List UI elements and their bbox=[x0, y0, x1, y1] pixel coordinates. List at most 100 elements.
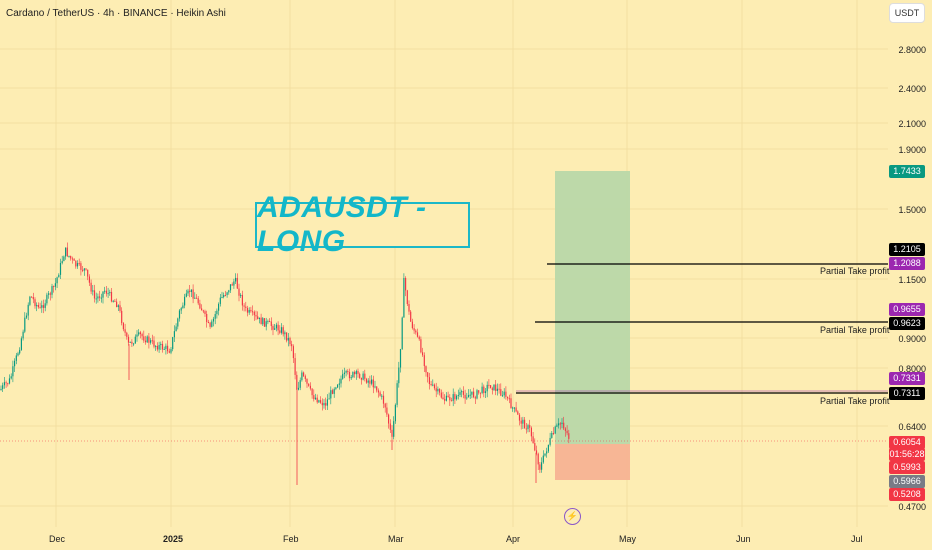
candle-body bbox=[364, 373, 366, 379]
candle-body bbox=[148, 336, 150, 343]
candle-body bbox=[515, 407, 517, 412]
candle-body bbox=[411, 321, 413, 329]
candle-body bbox=[512, 407, 514, 409]
candle-body bbox=[427, 372, 429, 378]
candle-body bbox=[144, 340, 147, 343]
candle-body bbox=[172, 337, 174, 350]
candle-body bbox=[248, 309, 250, 313]
candle-body bbox=[379, 392, 381, 396]
candle-body bbox=[546, 451, 548, 454]
candle-body bbox=[275, 324, 277, 329]
candle-body bbox=[430, 384, 432, 386]
candle-body bbox=[110, 291, 113, 302]
candle-body bbox=[321, 402, 323, 406]
candle-body bbox=[100, 297, 102, 299]
candle-body bbox=[474, 397, 476, 399]
candle-body bbox=[185, 293, 187, 297]
candle-body bbox=[420, 339, 422, 353]
candle-body bbox=[163, 348, 165, 350]
currency-button[interactable]: USDT bbox=[889, 3, 925, 23]
time-axis-label: 2025 bbox=[163, 534, 184, 544]
candle-body bbox=[180, 308, 182, 311]
candle-body bbox=[359, 373, 361, 378]
candle-body bbox=[371, 379, 373, 384]
candle-body bbox=[197, 298, 199, 304]
candle-body bbox=[527, 425, 529, 430]
candle-body bbox=[445, 395, 447, 401]
candle-body bbox=[68, 255, 70, 257]
candle-body bbox=[386, 407, 388, 415]
candle-body bbox=[313, 395, 315, 400]
candle-body bbox=[398, 367, 400, 384]
candle-body bbox=[530, 427, 532, 437]
candle-body bbox=[112, 300, 114, 302]
candle-body bbox=[134, 336, 136, 344]
candle-body bbox=[59, 262, 62, 275]
candle-body bbox=[216, 310, 218, 315]
symbol-header[interactable]: Cardano / TetherUS · 4h · BINANCE · Heik… bbox=[6, 8, 226, 19]
candle-body bbox=[119, 305, 121, 311]
candle-body bbox=[517, 411, 519, 415]
candle-body bbox=[537, 453, 539, 465]
candle-body bbox=[19, 349, 21, 354]
candle-body bbox=[182, 305, 184, 309]
time-axis-label: Feb bbox=[283, 534, 299, 544]
chart-title-box: ADAUSDT - LONG bbox=[255, 191, 470, 258]
candle-body bbox=[534, 443, 536, 451]
candle-body bbox=[389, 423, 391, 430]
candle-body bbox=[335, 387, 337, 389]
candle-body bbox=[143, 336, 145, 341]
candle-body bbox=[199, 303, 201, 309]
candle-body bbox=[139, 332, 141, 335]
candle-body bbox=[478, 390, 480, 393]
candle-body bbox=[22, 331, 24, 339]
candle-body bbox=[486, 384, 488, 392]
candle-body bbox=[241, 294, 243, 306]
candle-body bbox=[304, 376, 306, 379]
candle-body bbox=[12, 366, 14, 377]
candle-body bbox=[15, 355, 17, 361]
candle-body bbox=[476, 390, 478, 399]
candle-body bbox=[490, 385, 492, 389]
lightning-icon[interactable]: ⚡ bbox=[564, 508, 581, 525]
candle-body bbox=[150, 340, 152, 343]
candle-body bbox=[454, 394, 456, 400]
candle-body bbox=[158, 345, 160, 350]
candle-body bbox=[27, 304, 29, 316]
candle-body bbox=[260, 317, 262, 325]
candle-body bbox=[439, 388, 441, 393]
price-axis-label: 2.4000 bbox=[898, 84, 926, 94]
candle-body bbox=[258, 317, 260, 319]
candle-body bbox=[331, 390, 334, 394]
candle-body bbox=[31, 296, 33, 298]
candle-body bbox=[510, 398, 512, 409]
tp3-black-tag: 0.7311 bbox=[889, 387, 925, 400]
candle-body bbox=[306, 378, 308, 384]
tp3-purple-tag: 0.7331 bbox=[889, 372, 925, 385]
candle-body bbox=[357, 371, 359, 374]
candle-body bbox=[270, 321, 272, 327]
candle-body bbox=[520, 420, 522, 424]
candle-body bbox=[121, 310, 123, 324]
candle-body bbox=[418, 336, 420, 340]
candle-body bbox=[338, 383, 340, 385]
candle-body bbox=[391, 429, 393, 437]
candle-body bbox=[131, 341, 133, 344]
candle-body bbox=[221, 297, 223, 299]
candle-body bbox=[218, 303, 220, 311]
candle-body bbox=[423, 355, 425, 367]
entry-price-tag: 0.5993 bbox=[889, 461, 925, 474]
candle-body bbox=[170, 349, 172, 353]
candle-body bbox=[479, 392, 481, 394]
price-chart[interactable] bbox=[0, 0, 888, 527]
candle-body bbox=[318, 400, 320, 403]
candle-body bbox=[189, 290, 191, 292]
time-axis-label: May bbox=[619, 534, 637, 544]
candle-body bbox=[49, 293, 51, 295]
candle-body bbox=[195, 297, 198, 299]
candle-body bbox=[246, 307, 249, 313]
candle-body bbox=[46, 294, 48, 304]
candle-body bbox=[173, 331, 175, 338]
tp1-purple-tag: 1.2088 bbox=[889, 257, 925, 270]
candle-body bbox=[263, 318, 266, 327]
